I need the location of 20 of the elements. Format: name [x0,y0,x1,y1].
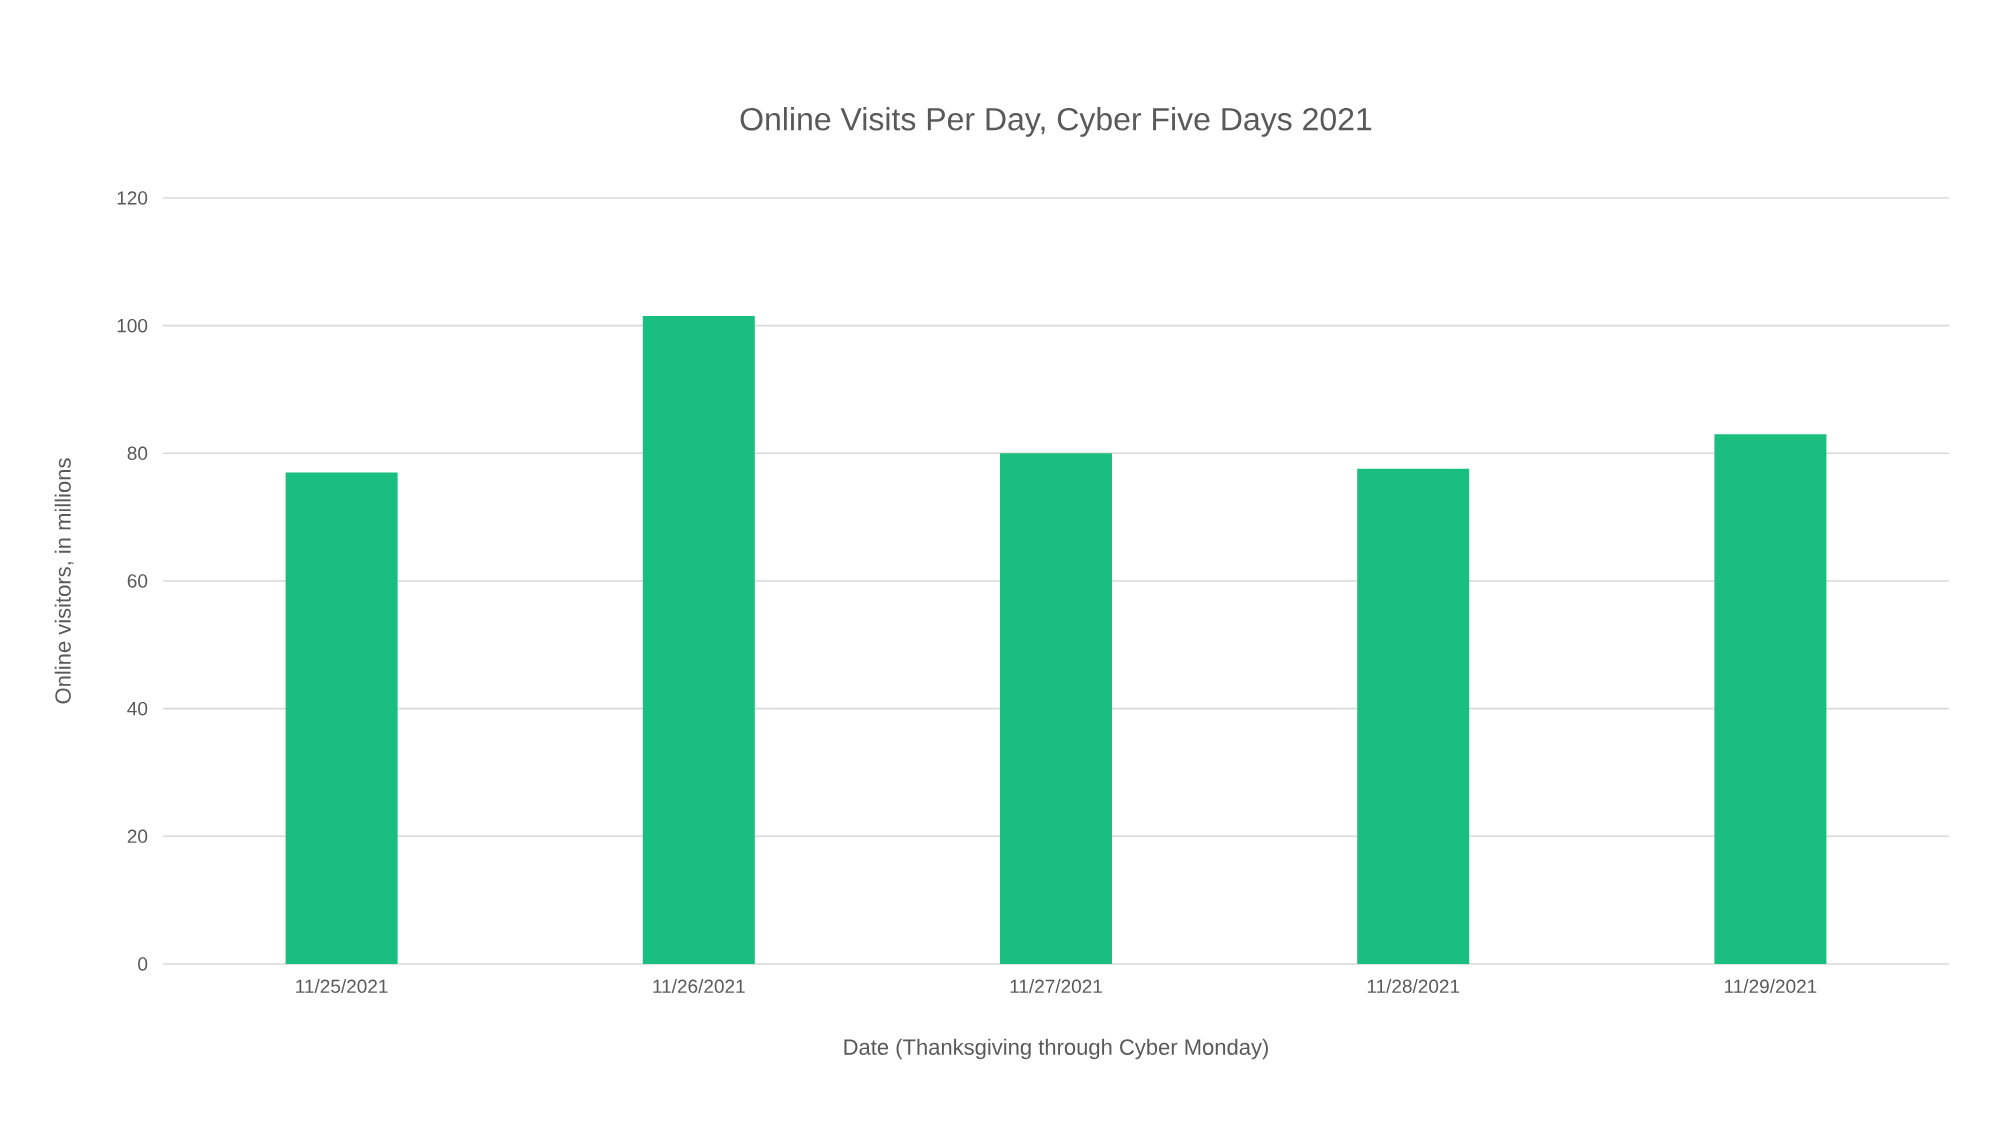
y-tick-label: 20 [127,829,148,844]
y-tick-label: 0 [138,957,148,971]
bar [285,472,398,964]
y-tick-label: 80 [127,446,148,461]
bar [642,316,755,964]
x-tick-label: 11/28/2021 [1367,979,1460,994]
x-tick-label: 11/26/2021 [653,979,745,994]
y-tick-label: 60 [127,574,148,588]
x-tick-label: 11/25/2021 [296,979,388,994]
x-tick-label: 11/29/2021 [1725,979,1817,994]
x-tick-label: 11/27/2021 [1010,979,1102,994]
x-axis-title: Date (Thanksgiving through Cyber Monday) [844,1038,1268,1060]
y-tick-label: 40 [127,701,148,716]
y-tick-label: 120 [117,191,148,205]
chart-title: Online Visits Per Day, Cyber Five Days 2021 [740,107,1372,137]
bar [1000,453,1113,964]
y-tick-label: 100 [117,318,148,333]
y-axis-title: Online visitors, in millions [54,458,74,704]
bar [1357,468,1470,964]
bar [1714,434,1827,964]
